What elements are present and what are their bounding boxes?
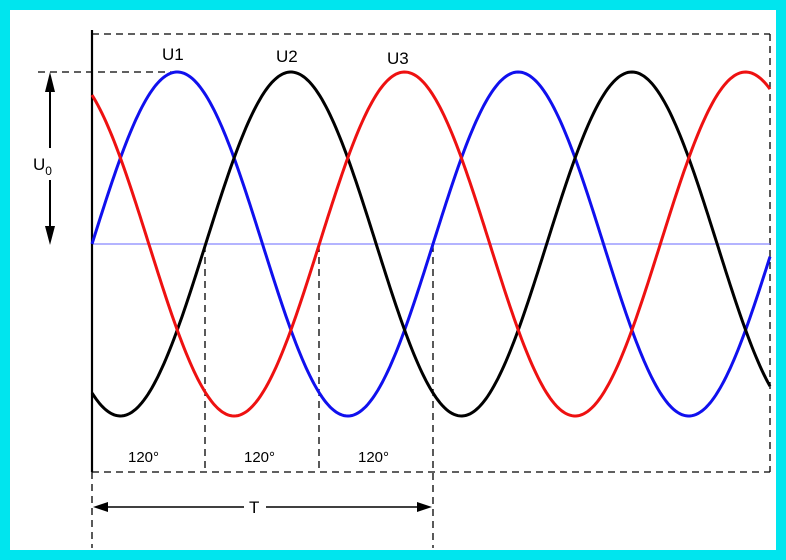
wave-label-u1: U1	[162, 45, 184, 64]
amplitude-arrow-head-up	[45, 72, 55, 92]
period-arrow-head-left	[93, 502, 108, 512]
amplitude-label: U0	[33, 155, 52, 178]
amplitude-label-bg	[30, 148, 68, 180]
wave-label-u2: U2	[276, 47, 298, 66]
period-label: T	[249, 498, 259, 517]
wave-u1	[90, 70, 772, 418]
phase-angle-label-3: 120°	[358, 449, 389, 466]
period-arrow-head-right	[417, 502, 432, 512]
phase-angle-label-2: 120°	[244, 449, 275, 466]
wave-u3	[90, 70, 772, 418]
wave-u2	[90, 70, 772, 418]
phase-angle-label-1: 120°	[128, 449, 159, 466]
amplitude-arrow-head-down	[45, 226, 55, 245]
wave-label-u3: U3	[387, 49, 409, 68]
